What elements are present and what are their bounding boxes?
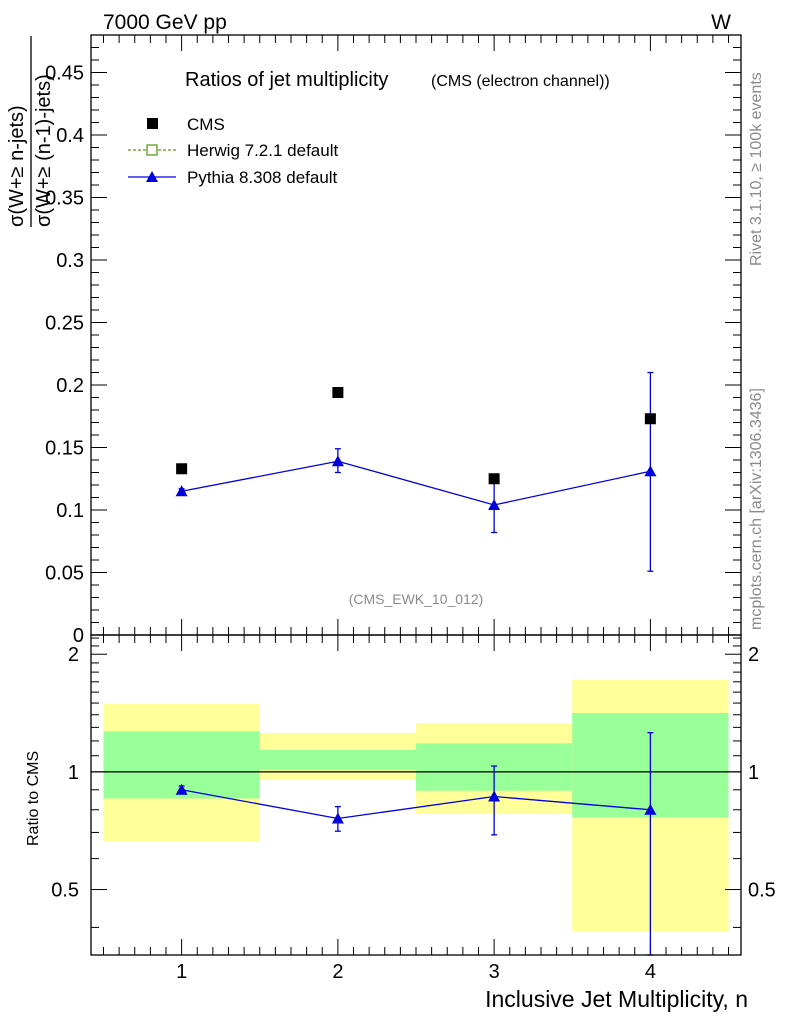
legend-pythia-label: Pythia 8.308 default <box>187 168 338 187</box>
main-y-tick-label: 0.35 <box>45 188 84 210</box>
legend-herwig-label: Herwig 7.2.1 default <box>187 141 338 160</box>
legend: CMS Herwig 7.2.1 default Pythia 8.308 de… <box>128 115 338 187</box>
main-panel-data <box>175 371 657 572</box>
ratio-y-tick-labels: 0.5 0.5 1 1 2 2 <box>51 644 776 901</box>
y-label-denominator: σ(W+≥ (n-1)-jets) <box>33 74 55 227</box>
cms-point <box>332 387 344 398</box>
ratio-y-tick-label-left: 0.5 <box>51 880 79 902</box>
plot-subtitle: (CMS (electron channel)) <box>431 73 610 90</box>
pythia-point <box>175 485 188 497</box>
main-y-tick-label: 0.3 <box>56 250 84 272</box>
pythia-point <box>644 465 657 477</box>
x-tick-label: 1 <box>176 961 187 983</box>
pythia-point <box>488 499 501 510</box>
main-y-tick-label: 0.15 <box>45 438 84 460</box>
main-y-tick-label: 0.05 <box>45 563 84 585</box>
ratio-pythia-point <box>331 812 344 824</box>
main-y-tick-label: 0.2 <box>56 375 84 397</box>
pythia-line <box>181 460 651 506</box>
main-y-tick-label: 0.4 <box>56 125 84 147</box>
x-tick-label: 3 <box>489 961 500 983</box>
ratio-y-tick-label-right: 0.5 <box>748 880 776 902</box>
ratio-y-tick-label-left: 1 <box>68 762 79 784</box>
x-tick-labels: 1 2 3 4 <box>176 961 656 983</box>
main-y-tick-labels: 0 0.05 0.1 0.15 0.2 0.25 0.3 0.35 0.4 0.45 <box>45 63 84 648</box>
main-y-axis-label: σ(W+≥ n-jets) σ(W+≥ (n-1)-jets) <box>6 36 55 227</box>
x-tick-label: 4 <box>645 961 656 983</box>
ratio-pythia-point <box>488 790 501 802</box>
x-axis-label: Inclusive Jet Multiplicity, n <box>485 986 748 1012</box>
main-y-tick-label: 0.1 <box>56 500 84 522</box>
ratio-band-inner <box>259 749 416 771</box>
main-y-tick-label: 0.45 <box>45 63 84 85</box>
pythia-point <box>331 455 344 467</box>
x-tick-label: 2 <box>332 961 343 983</box>
process-label: W <box>711 11 731 34</box>
legend-pythia-marker <box>146 171 158 182</box>
ratio-panel-ticks <box>91 635 741 955</box>
analysis-watermark: (CMS_EWK_10_012) <box>349 591 484 607</box>
rivet-label: Rivet 3.1.10, ≥ 100k events <box>748 72 765 266</box>
energy-label: 7000 GeV pp <box>103 11 227 34</box>
ratio-pythia-point <box>175 783 188 795</box>
ratio-y-axis-label: Ratio to CMS <box>25 751 42 846</box>
cms-point <box>644 413 656 425</box>
ratio-pythia-line <box>181 789 651 820</box>
ratio-bands <box>91 679 741 932</box>
legend-cms-marker <box>147 118 158 129</box>
mcplots-label: mcplots.cern.ch [arXiv:1306.3436] <box>748 388 765 630</box>
ratio-panel-data <box>175 732 657 956</box>
main-panel-ticks <box>91 34 741 636</box>
main-y-tick-label: 0.25 <box>45 313 84 335</box>
y-label-numerator: σ(W+≥ n-jets) <box>6 105 28 227</box>
ratio-y-tick-label-right: 1 <box>748 762 759 784</box>
legend-herwig-marker <box>146 144 158 156</box>
ratio-pythia-point <box>644 803 657 815</box>
ratio-y-tick-label-left: 2 <box>68 644 79 666</box>
plot-title: Ratios of jet multiplicity <box>185 69 388 91</box>
main-y-tick-label: 0 <box>73 625 84 647</box>
cms-point <box>176 463 188 475</box>
ratio-panel-frame <box>90 634 742 956</box>
legend-cms-label: CMS <box>187 115 225 134</box>
ratio-y-tick-label-right: 2 <box>748 644 759 666</box>
cms-point <box>488 473 500 485</box>
